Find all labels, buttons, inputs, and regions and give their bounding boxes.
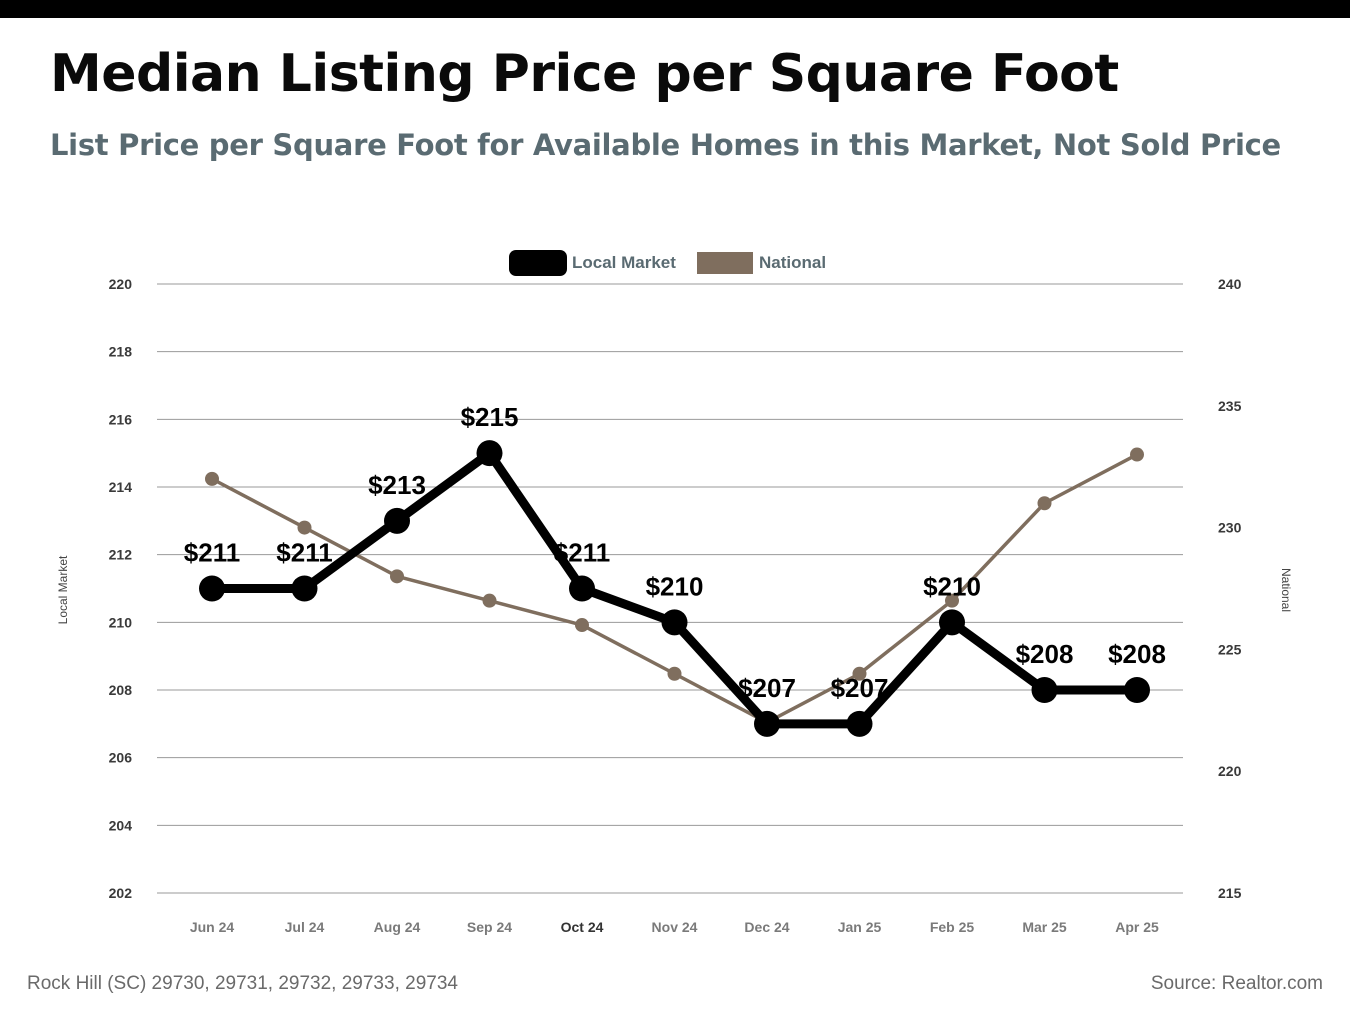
left-axis-tick-label: 212 xyxy=(109,547,133,563)
national-data-point xyxy=(945,593,959,608)
local-market-data-label: $208 xyxy=(1108,639,1166,669)
national-data-point xyxy=(575,618,589,633)
legend-label-local-market: Local Market xyxy=(572,253,676,272)
right-axis-tick-label: 215 xyxy=(1218,885,1242,901)
x-axis-tick-label: Jun 24 xyxy=(190,919,235,935)
local-market-data-label: $210 xyxy=(923,571,981,601)
x-axis-tick-label: Apr 25 xyxy=(1115,919,1159,935)
x-axis-tick-label: Mar 25 xyxy=(1022,919,1067,935)
local-market-data-point xyxy=(1031,677,1058,703)
local-market-data-point xyxy=(476,440,503,467)
right-axis-tick-label: 225 xyxy=(1218,641,1242,657)
right-axis-tick-label: 220 xyxy=(1218,763,1242,779)
right-axis-tick-label: 235 xyxy=(1218,398,1242,414)
x-axis-tick-label: Feb 25 xyxy=(930,919,975,935)
left-axis-tick-label: 202 xyxy=(109,885,133,901)
national-data-point xyxy=(390,569,404,584)
x-axis-tick-label: Jan 25 xyxy=(838,919,882,935)
local-market-data-label: $211 xyxy=(554,538,610,568)
national-data-point xyxy=(667,666,682,681)
left-axis-tick-label: 208 xyxy=(109,682,133,698)
national-data-point xyxy=(852,666,867,681)
local-market-data-label: $207 xyxy=(831,673,889,703)
left-axis-tick-label: 206 xyxy=(109,750,133,766)
x-axis-tick-label: Jul 24 xyxy=(285,919,325,935)
legend-swatch-national xyxy=(697,252,753,274)
right-axis-title: National xyxy=(1279,568,1293,612)
local-market-data-point xyxy=(1124,677,1150,703)
top-bar xyxy=(0,0,1350,18)
left-axis-tick-label: 220 xyxy=(109,276,133,292)
x-axis-tick-label: Oct 24 xyxy=(561,919,604,935)
local-market-data-point xyxy=(754,710,780,737)
location-label: Rock Hill (SC) 29730, 29731, 29732, 2973… xyxy=(27,973,458,994)
left-axis-tick-label: 216 xyxy=(109,411,133,427)
legend-label-national: National xyxy=(759,253,826,272)
local-market-data-label: $215 xyxy=(461,402,519,432)
local-market-data-label: $208 xyxy=(1016,639,1074,669)
x-axis-tick-label: Aug 24 xyxy=(374,919,421,935)
local-market-data-label: $213 xyxy=(368,470,426,500)
local-market-data-label: $211 xyxy=(184,538,240,568)
national-data-point xyxy=(1037,496,1052,511)
local-market-data-label: $210 xyxy=(646,571,704,601)
left-axis-tick-label: 214 xyxy=(109,479,133,495)
national-data-point xyxy=(482,593,497,608)
x-axis-tick-label: Nov 24 xyxy=(652,919,698,935)
left-axis-title: Local Market xyxy=(56,555,70,624)
chart-subtitle: List Price per Square Foot for Available… xyxy=(50,128,1281,162)
local-market-data-label: $207 xyxy=(738,673,796,703)
source-label: Source: Realtor.com xyxy=(1150,973,1323,994)
legend-swatch-local-market xyxy=(509,250,567,276)
local-market-data-point xyxy=(661,609,688,636)
local-market-data-point xyxy=(291,575,318,602)
x-axis-tick-label: Dec 24 xyxy=(744,919,789,935)
national-data-point xyxy=(1130,447,1144,462)
local-market-data-point xyxy=(846,710,873,737)
local-market-data-point xyxy=(199,575,225,602)
right-axis-tick-label: 240 xyxy=(1218,276,1242,292)
national-data-point xyxy=(205,471,219,486)
left-axis-tick-label: 204 xyxy=(109,817,133,833)
chart-title: Median Listing Price per Square Foot xyxy=(50,44,1119,104)
local-market-data-point xyxy=(569,575,595,602)
left-axis-tick-label: 218 xyxy=(109,344,133,360)
local-market-data-point xyxy=(384,507,410,534)
local-market-data-point xyxy=(939,609,965,636)
national-data-point xyxy=(297,520,312,535)
left-axis-tick-label: 210 xyxy=(109,614,133,630)
right-axis-tick-label: 230 xyxy=(1218,520,1242,536)
x-axis-tick-label: Sep 24 xyxy=(467,919,512,935)
local-market-data-label: $211 xyxy=(276,538,332,568)
